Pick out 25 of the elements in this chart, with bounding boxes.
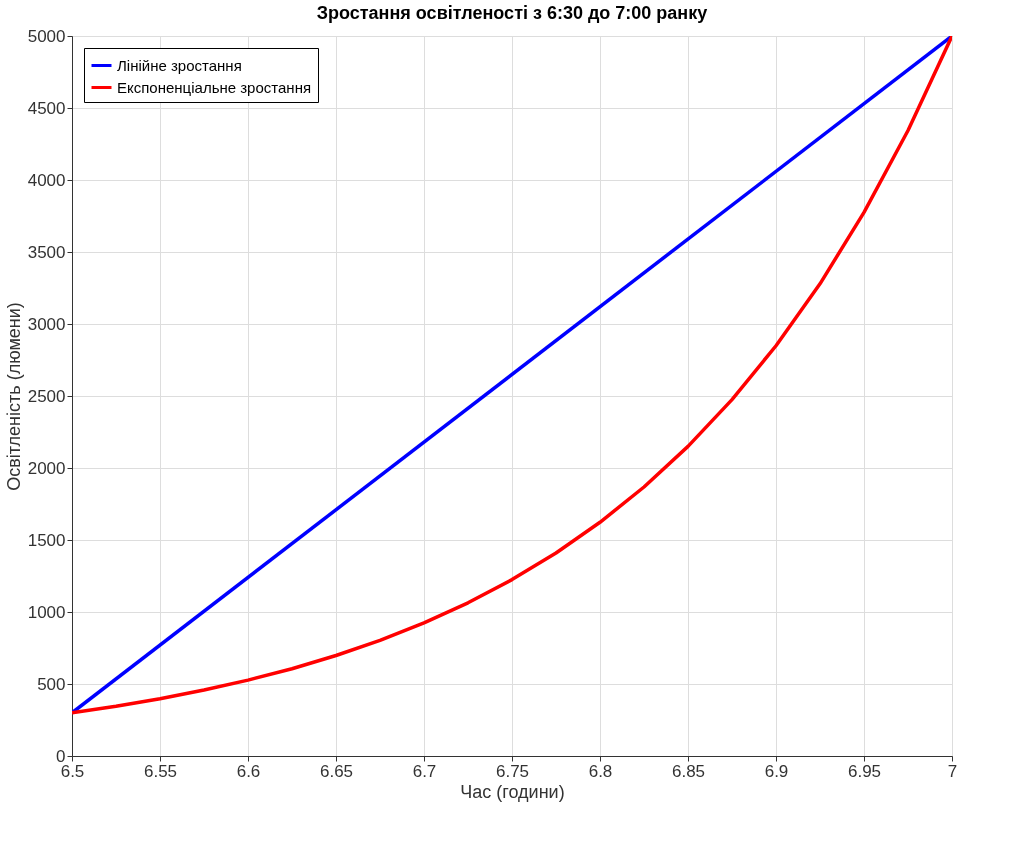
x-tick-label: 6.55 [143,761,178,781]
legend-label: Лінійне зростання [117,56,242,74]
y-tick-label: 1500 [27,530,66,550]
y-tick-label: 3000 [27,314,66,334]
x-tick-label: 6.6 [236,761,261,781]
y-tick-label: 2000 [27,458,66,478]
x-tick-label: 7 [947,761,958,781]
y-tick-label: 4000 [27,170,66,190]
x-tick-label: 6.65 [319,761,354,781]
chart-title: Зростання освітленості з 6:30 до 7:00 ранку [316,3,708,23]
y-tick-label: 500 [37,674,66,694]
y-tick-label: 2500 [27,386,66,406]
y-tick-label: 1000 [27,602,66,622]
x-axis-title: Час (години) [460,781,565,802]
x-tick-label: 6.85 [671,761,706,781]
x-tick-label: 6.8 [588,761,613,781]
x-tick-label: 6.95 [847,761,882,781]
x-tick-label: 6.75 [495,761,530,781]
legend-label: Експоненціальне зростання [117,78,312,96]
x-tick-label: 6.7 [412,761,437,781]
y-axis-title: Освітленість (люмени) [3,302,24,491]
y-tick-label: 3500 [27,242,66,262]
x-tick-label: 6.9 [764,761,789,781]
y-tick-label: 4500 [27,98,66,118]
y-tick-label: 5000 [27,26,66,46]
